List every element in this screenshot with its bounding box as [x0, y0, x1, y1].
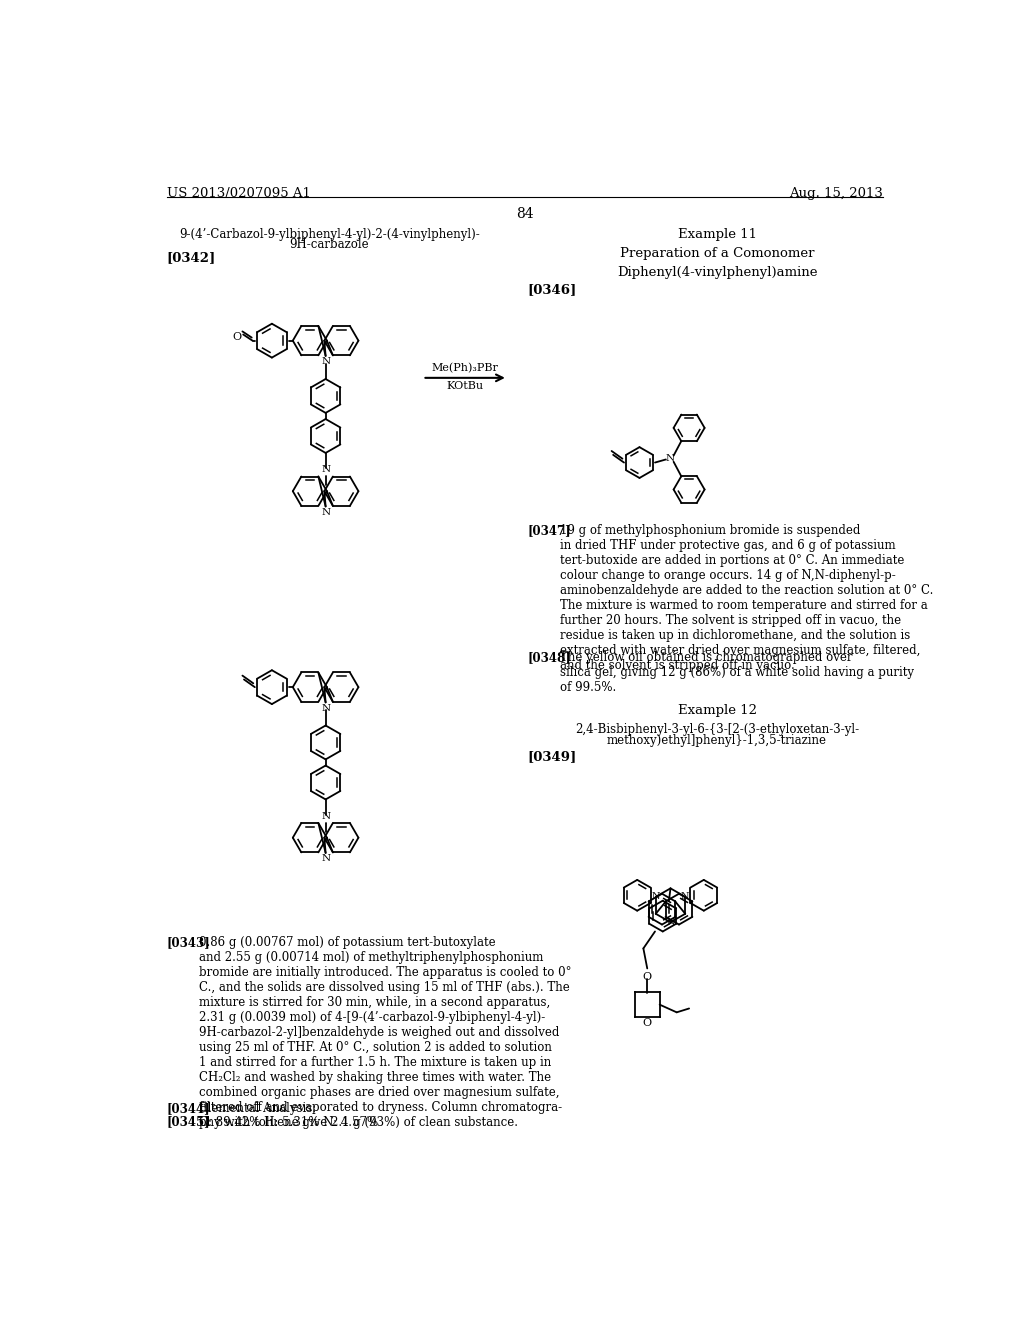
Text: KOtBu: KOtBu	[446, 381, 483, 391]
Text: The yellow oil obtained is chromatographed over
silica gel, giving 12 g (86%) of: The yellow oil obtained is chromatograph…	[560, 651, 913, 694]
Text: 9H-carbazole: 9H-carbazole	[290, 239, 370, 252]
Text: US 2013/0207095 A1: US 2013/0207095 A1	[167, 187, 310, 199]
Text: Diphenyl(4-vinylphenyl)amine: Diphenyl(4-vinylphenyl)amine	[616, 267, 817, 280]
Text: N: N	[322, 466, 330, 474]
Text: C: 89.42% H: 5.31% N: 4.57%: C: 89.42% H: 5.31% N: 4.57%	[200, 1115, 379, 1129]
Text: Aug. 15, 2013: Aug. 15, 2013	[788, 187, 883, 199]
Text: [0348]: [0348]	[527, 651, 570, 664]
Text: Example 12: Example 12	[678, 704, 757, 717]
Text: N: N	[667, 917, 675, 927]
Text: Me(Ph)₃PBr: Me(Ph)₃PBr	[432, 363, 499, 374]
Text: [0343]: [0343]	[167, 936, 211, 949]
Text: N: N	[322, 508, 330, 517]
Text: [0349]: [0349]	[527, 750, 577, 763]
Text: Example 11: Example 11	[678, 227, 757, 240]
Text: N: N	[322, 358, 330, 367]
Text: O: O	[643, 972, 652, 982]
Text: [0345]: [0345]	[167, 1115, 210, 1129]
Text: [0346]: [0346]	[527, 284, 577, 296]
Text: O: O	[232, 331, 242, 342]
Text: N: N	[322, 854, 330, 863]
Text: 19 g of methylphosphonium bromide is suspended
in dried THF under protective gas: 19 g of methylphosphonium bromide is sus…	[560, 524, 933, 672]
Text: 84: 84	[516, 207, 534, 220]
Text: 9-(4’-Carbazol-9-ylbiphenyl-4-yl)-2-(4-vinylphenyl)-: 9-(4’-Carbazol-9-ylbiphenyl-4-yl)-2-(4-v…	[179, 227, 480, 240]
Text: 2,4-Bisbiphenyl-3-yl-6-{3-[2-(3-ethyloxetan-3-yl-: 2,4-Bisbiphenyl-3-yl-6-{3-[2-(3-ethyloxe…	[574, 723, 859, 735]
Text: [0342]: [0342]	[167, 251, 216, 264]
Text: methoxy)ethyl]phenyl}-1,3,5-triazine: methoxy)ethyl]phenyl}-1,3,5-triazine	[607, 734, 827, 747]
Text: N: N	[666, 454, 675, 463]
Text: 0.86 g (0.00767 mol) of potassium tert-butoxylate
and 2.55 g (0.00714 mol) of me: 0.86 g (0.00767 mol) of potassium tert-b…	[200, 936, 571, 1129]
Text: [0344]: [0344]	[167, 1102, 210, 1114]
Text: N: N	[322, 812, 330, 821]
Text: Preparation of a Comonomer: Preparation of a Comonomer	[620, 247, 814, 260]
Text: Elemental Analysis:: Elemental Analysis:	[200, 1102, 316, 1114]
Text: O: O	[643, 1018, 652, 1028]
Text: N: N	[681, 892, 689, 902]
Text: N: N	[651, 892, 660, 902]
Text: N: N	[322, 704, 330, 713]
Text: [0347]: [0347]	[527, 524, 570, 537]
